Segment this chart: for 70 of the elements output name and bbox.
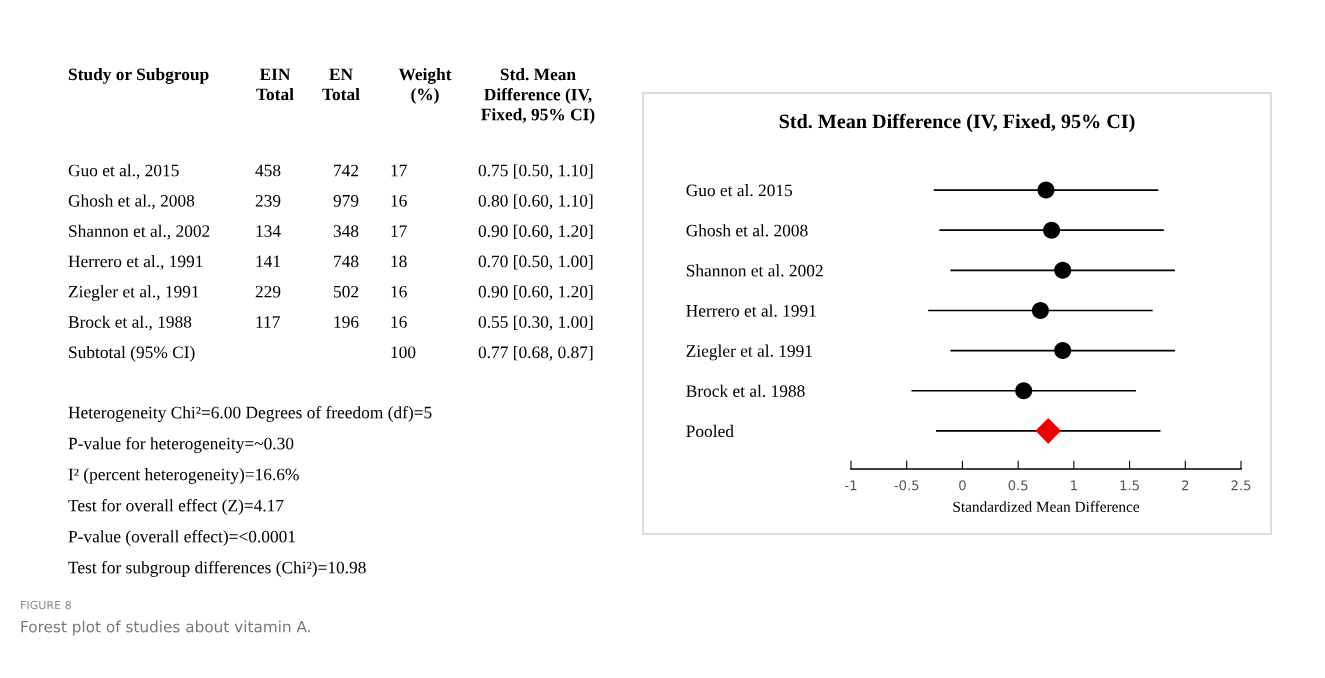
category-label: Weight (%) — [398, 68, 452, 104]
text: 742 — [334, 164, 359, 177]
y-tick-label: Herrero et al. 1991 — [686, 304, 816, 317]
x-axis-title: Standardized Mean Difference — [953, 501, 1140, 512]
text: 100 — [391, 346, 416, 359]
text: 18 — [391, 255, 407, 268]
text: I² (percent heterogeneity)=16.6% — [68, 468, 299, 484]
category-label: Ziegler et al., 1991 — [68, 285, 199, 302]
point — [1037, 181, 1055, 199]
text: 16 — [391, 194, 407, 207]
point — [1035, 418, 1062, 444]
y-tick-label: Shannon et al. 2002 — [686, 264, 823, 277]
text: Forest plot of studies about vitamin A. — [21, 620, 310, 636]
point — [1043, 221, 1061, 239]
text: 17 — [391, 164, 407, 177]
category-label: Herrero et al., 1991 — [68, 255, 203, 270]
text: 196 — [334, 316, 359, 328]
x-tick-label: 1.5 — [1120, 480, 1139, 491]
text: 134 — [256, 225, 281, 237]
category-label: Std. Mean Difference (IV, Fixed, 95% CI) — [481, 68, 595, 124]
text: 141 — [256, 255, 280, 268]
text: 0.77 [0.68, 0.87] — [478, 345, 593, 361]
y-tick-label: Ghosh et al. 2008 — [686, 224, 808, 237]
point — [1015, 382, 1033, 400]
text: FIGURE 8 — [21, 600, 71, 610]
text: P-value for heterogeneity=~0.30 — [68, 437, 294, 453]
category-label: Subtotal (95% CI) — [69, 345, 195, 362]
x-tick-label: 0 — [959, 480, 966, 491]
point — [1031, 301, 1049, 319]
y-tick-label: Guo et al. 2015 — [686, 184, 793, 197]
category-label: Shannon et al., 2002 — [69, 224, 210, 240]
text: 0.75 [0.50, 1.10] — [478, 164, 593, 179]
text: 458 — [255, 164, 281, 177]
text: 16 — [391, 285, 407, 298]
text: 117 — [256, 316, 280, 328]
text: P-value (overall effect)=<0.0001 — [68, 530, 295, 546]
category-label: Brock et al., 1988 — [68, 315, 192, 331]
text: 0.70 [0.50, 1.00] — [478, 255, 593, 270]
chart-title: Std. Mean Difference (IV, Fixed, 95% CI) — [779, 113, 1135, 133]
y-tick-label: Brock et al. 1988 — [686, 384, 805, 398]
point — [1054, 261, 1072, 279]
text: 229 — [255, 285, 281, 298]
x-tick-label: -0.5 — [894, 480, 919, 491]
point — [1054, 342, 1072, 360]
x-tick-label: 0.5 — [1008, 480, 1028, 491]
y-tick-label: Ziegler et al. 1991 — [686, 344, 812, 361]
x-tick-label: -1 — [845, 480, 857, 491]
text: 348 — [333, 225, 359, 237]
text: 17 — [391, 225, 407, 237]
text: 979 — [333, 194, 359, 207]
text: Test for overall effect (Z)=4.17 — [68, 499, 284, 515]
x-tick-label: 1 — [1071, 480, 1077, 491]
y-tick-label: Pooled — [686, 424, 734, 438]
text: 0.90 [0.60, 1.20] — [478, 224, 593, 240]
text: 0.55 [0.30, 1.00] — [478, 315, 593, 331]
text: 0.80 [0.60, 1.10] — [478, 194, 593, 210]
text: 502 — [334, 285, 359, 298]
x-tick-label: 2.5 — [1231, 480, 1251, 491]
text: 239 — [255, 194, 281, 207]
x-tick-label: 2 — [1182, 480, 1189, 491]
category-label: Guo et al., 2015 — [68, 164, 179, 179]
category-label: EN Total — [322, 68, 360, 101]
text: 16 — [391, 316, 407, 328]
category-label: EIN Total — [256, 68, 294, 101]
text: 748 — [334, 255, 359, 268]
category-label: Study or Subgroup — [68, 68, 209, 84]
text: Heterogeneity Chi²=6.00 Degrees of freedom (df)=5 — [68, 406, 432, 422]
text: Test for subgroup differences (Chi²)=10.98 — [68, 561, 366, 577]
category-label: Ghosh et al., 2008 — [68, 194, 195, 210]
text: 0.90 [0.60, 1.20] — [478, 285, 593, 301]
